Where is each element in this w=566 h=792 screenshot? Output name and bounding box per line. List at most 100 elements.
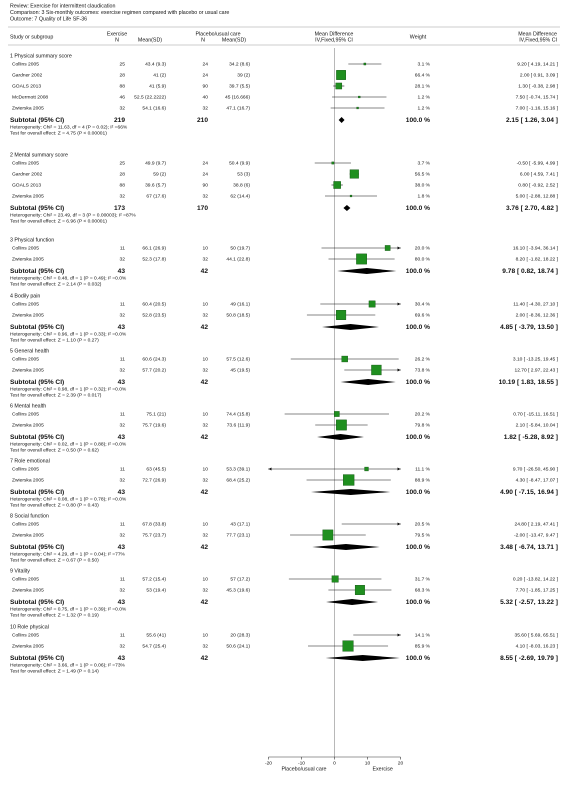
ctrl-mean: 43 (17.1) bbox=[230, 521, 250, 527]
ctrl-n: 10 bbox=[203, 301, 209, 307]
exp-mean: 49.9 (9.7) bbox=[145, 160, 166, 166]
ctrl-mean: 39.7 (5.5) bbox=[229, 83, 250, 89]
md-label: 0.80 [ -0.92, 2.52 ] bbox=[518, 182, 558, 188]
header: Weight bbox=[410, 34, 427, 40]
ctrl-mean: 50.8 (18.5) bbox=[226, 312, 250, 318]
subtotal-ctrl-n: 42 bbox=[201, 268, 209, 275]
x-tick-label: -10 bbox=[298, 760, 305, 766]
subtotal-exp-n: 173 bbox=[114, 205, 125, 212]
effect-square bbox=[358, 95, 361, 99]
group-title: 6 Mental health bbox=[10, 403, 46, 409]
ctrl-n: 32 bbox=[203, 105, 209, 111]
md-label: 7.70 [ -1.85, 17.25 ] bbox=[516, 587, 559, 593]
weight: 73.8 % bbox=[415, 367, 431, 373]
effect-square bbox=[356, 106, 359, 110]
subtotal-exp-n: 43 bbox=[118, 324, 126, 331]
study-name: Zwierska 2005 bbox=[12, 312, 44, 318]
effect-square bbox=[335, 82, 343, 90]
exp-n: 32 bbox=[120, 256, 126, 262]
md-label: 5.00 [ -2.88, 12.88 ] bbox=[516, 193, 559, 199]
weight: 31.7 % bbox=[415, 576, 431, 582]
ctrl-n: 32 bbox=[203, 193, 209, 199]
md-label: 0.70 [ -15.11, 16.51 ] bbox=[513, 411, 558, 417]
ctrl-mean: 44.1 (22.8) bbox=[226, 256, 250, 262]
exp-n: 25 bbox=[120, 160, 126, 166]
heterogeneity: Heterogeneity: Chi² = 0.98, df = 1 (P = … bbox=[10, 386, 127, 392]
ctrl-mean: 39 (2) bbox=[237, 72, 250, 78]
arrow bbox=[397, 633, 401, 637]
arrow bbox=[397, 467, 401, 471]
comparison: Comparison: 3 Six-monthly outcomes: exer… bbox=[10, 10, 229, 16]
weight: 11.1 % bbox=[415, 466, 431, 472]
exp-mean: 66.1 (26.9) bbox=[142, 245, 166, 251]
effect-square bbox=[384, 245, 391, 251]
x-tick-label: 10 bbox=[365, 760, 371, 766]
ctrl-n: 32 bbox=[203, 367, 209, 373]
effect-square bbox=[334, 411, 340, 417]
weight: 3.7 % bbox=[417, 160, 430, 166]
subtotal-md: 10.19 [ 1.83, 18.55 ] bbox=[499, 379, 558, 386]
exp-mean: 52.5 (22.2222) bbox=[134, 94, 166, 100]
exp-mean: 67 (17.6) bbox=[146, 193, 166, 199]
header: IV,Fixed,95% CI bbox=[315, 37, 353, 43]
exp-n: 11 bbox=[120, 521, 125, 527]
subtotal-exp-n: 43 bbox=[118, 268, 126, 275]
weight: 80.0 % bbox=[415, 256, 431, 262]
exp-mean: 55.6 (41) bbox=[146, 632, 166, 638]
x-tick-label: -20 bbox=[265, 760, 272, 766]
effect-square bbox=[343, 474, 355, 486]
exp-mean: 67.8 (33.8) bbox=[142, 521, 166, 527]
weight: 20.0 % bbox=[415, 245, 431, 251]
weight: 79.5 % bbox=[415, 532, 431, 538]
arrow bbox=[397, 302, 401, 306]
study-name: Collins 2005 bbox=[12, 160, 39, 166]
subtotal-weight: 100.0 % bbox=[406, 544, 430, 551]
subtotal-md: 5.32 [ -2.57, 13.22 ] bbox=[500, 599, 558, 606]
header: Mean(SD) bbox=[222, 37, 246, 43]
weight: 56.5 % bbox=[415, 171, 431, 177]
ctrl-n: 24 bbox=[203, 160, 209, 166]
study-name: Zwierska 2005 bbox=[12, 422, 44, 428]
heterogeneity: Heterogeneity: Chi² = 0.02, df = 1 (P = … bbox=[10, 441, 127, 447]
ctrl-mean: 68.4 (25.2) bbox=[226, 477, 250, 483]
ctrl-mean: 47.1 (16.7) bbox=[226, 105, 250, 111]
ctrl-mean: 34.2 (8.6) bbox=[229, 61, 250, 67]
subtotal-name: Subtotal (95% CI) bbox=[10, 544, 64, 551]
weight: 1.2 % bbox=[417, 105, 430, 111]
exp-n: 32 bbox=[120, 193, 126, 199]
ctrl-mean: 50.4 (9.9) bbox=[229, 160, 250, 166]
subtotal-name: Subtotal (95% CI) bbox=[10, 489, 64, 496]
ctrl-mean: 45 (16.666) bbox=[225, 94, 250, 100]
md-label: 2.00 [ -8.36, 12.36 ] bbox=[516, 312, 559, 318]
md-label: 16.10 [ -3.94, 36.14 ] bbox=[513, 245, 559, 251]
weight: 28.1 % bbox=[415, 83, 431, 89]
study-name: Zwierska 2005 bbox=[12, 477, 44, 483]
exp-n: 11 bbox=[120, 466, 125, 472]
md-label: 9.70 [ -26.50, 45.90 ] bbox=[513, 466, 559, 472]
ctrl-n: 32 bbox=[203, 643, 209, 649]
effect-square bbox=[336, 419, 347, 431]
exp-mean: 75.7 (19.6) bbox=[142, 422, 166, 428]
ctrl-n: 24 bbox=[203, 171, 209, 177]
exp-n: 25 bbox=[120, 61, 126, 67]
exp-mean: 54.1 (16.6) bbox=[142, 105, 166, 111]
arrow bbox=[397, 246, 401, 250]
study-name: Collins 2005 bbox=[12, 521, 39, 527]
exp-mean: 60.4 (20.5) bbox=[142, 301, 166, 307]
heterogeneity: Heterogeneity: Chi² = 0.75, df = 1 (P = … bbox=[10, 606, 127, 612]
subtotal-md: 8.55 [ -2.69, 19.79 ] bbox=[500, 655, 558, 662]
effect-square bbox=[322, 529, 334, 541]
ctrl-mean: 49 (16.1) bbox=[230, 301, 250, 307]
exp-n: 11 bbox=[120, 356, 125, 362]
ctrl-n: 32 bbox=[203, 532, 209, 538]
exp-n: 32 bbox=[120, 422, 126, 428]
ctrl-mean: 73.6 (11.9) bbox=[227, 422, 251, 428]
md-label: 2.00 [ 0.91, 3.09 ] bbox=[520, 72, 559, 78]
effect-square bbox=[341, 355, 348, 363]
md-label: 12.70 [ 2.97, 22.43 ] bbox=[514, 367, 558, 373]
md-label: 6.00 [ 4.59, 7.41 ] bbox=[520, 171, 559, 177]
subtotal-ctrl-n: 210 bbox=[197, 117, 208, 124]
effect-square bbox=[363, 62, 367, 66]
weight: 3.1 % bbox=[417, 61, 430, 67]
study-name: GOALS 2013 bbox=[12, 182, 41, 188]
